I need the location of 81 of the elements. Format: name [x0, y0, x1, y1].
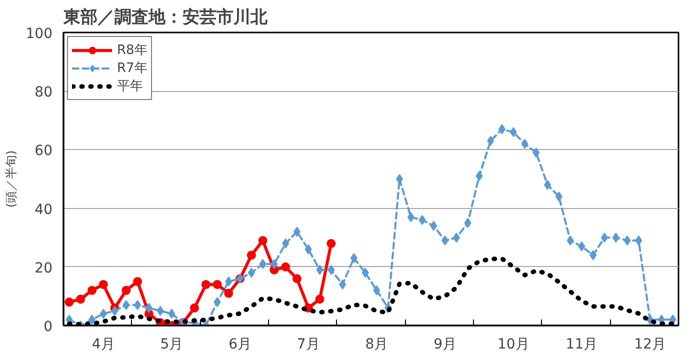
y-tick-label: 20 [34, 260, 53, 276]
y-axis-title: (頭／半旬) [4, 150, 18, 208]
line-series [66, 256, 676, 326]
x-tick-label: 9月 [434, 336, 456, 352]
x-tick-label: 6月 [228, 336, 252, 352]
x-tick-label: 5月 [160, 336, 184, 352]
point [282, 238, 290, 248]
point [87, 286, 96, 295]
point [396, 174, 403, 184]
y-tick-label: 100 [26, 26, 53, 42]
x-tick-label: 8月 [365, 336, 388, 352]
point [476, 171, 483, 182]
point [122, 286, 131, 295]
point [293, 226, 300, 237]
x-tick-label: 4月 [92, 336, 115, 352]
point [316, 264, 324, 275]
point [248, 268, 255, 278]
y-tick-label: 60 [34, 143, 53, 160]
point [362, 268, 369, 278]
point [407, 212, 414, 222]
point [430, 220, 438, 231]
point [521, 138, 528, 149]
point [442, 236, 449, 246]
point [590, 250, 597, 260]
x-tick-label: 12月 [634, 336, 666, 352]
y-tick-label: 40 [34, 202, 53, 218]
legend-label: R8年 [117, 42, 148, 59]
point [214, 297, 221, 308]
legend-label: R7年 [117, 60, 148, 77]
point [225, 276, 232, 287]
point [201, 280, 210, 289]
point [464, 218, 472, 228]
point [350, 253, 358, 264]
point [328, 264, 335, 275]
point [578, 241, 586, 252]
point [122, 300, 130, 310]
point [339, 279, 346, 290]
point [566, 236, 574, 246]
point [418, 215, 426, 226]
point [292, 274, 302, 284]
point [145, 302, 152, 313]
point [156, 306, 164, 316]
point [635, 236, 642, 246]
y-tick-label: 0 [44, 319, 53, 335]
point [487, 136, 494, 146]
point [190, 303, 199, 312]
legend-label: 平年 [117, 78, 143, 95]
point [76, 294, 86, 304]
point [98, 280, 108, 289]
point [134, 300, 142, 310]
point [304, 244, 312, 254]
point [532, 148, 540, 158]
point [100, 308, 107, 319]
x-tick-label: 7月 [296, 336, 320, 352]
y-tick-label: 80 [34, 84, 53, 101]
point [281, 262, 290, 272]
point [544, 180, 552, 190]
point [168, 308, 176, 319]
point [270, 258, 278, 269]
point [64, 298, 74, 307]
x-tick-label: 10月 [497, 336, 530, 352]
point [624, 236, 631, 246]
point [612, 232, 620, 243]
point [326, 238, 336, 248]
point [498, 124, 506, 134]
point [600, 232, 608, 243]
point [315, 294, 324, 304]
point [111, 306, 118, 316]
point [88, 314, 96, 325]
point [259, 258, 266, 269]
point [373, 285, 380, 296]
x-tick-label: 11月 [566, 336, 598, 352]
point [452, 232, 460, 243]
point [555, 192, 562, 202]
point [246, 250, 256, 260]
point [212, 280, 222, 289]
point [258, 236, 268, 246]
point [133, 277, 142, 286]
chart-title: 東部／調査地：安芸市川北 [62, 8, 268, 28]
point [510, 127, 517, 138]
point [224, 288, 234, 298]
